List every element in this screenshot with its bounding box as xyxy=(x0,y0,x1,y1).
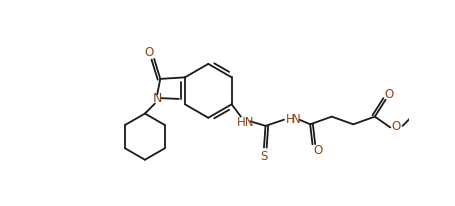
Text: O: O xyxy=(144,46,153,59)
Text: S: S xyxy=(260,149,267,162)
Text: N: N xyxy=(291,113,300,126)
Text: H: H xyxy=(285,113,294,126)
Text: N: N xyxy=(152,91,162,104)
Text: O: O xyxy=(391,120,400,133)
Text: HN: HN xyxy=(236,115,254,128)
Text: O: O xyxy=(384,88,393,101)
Text: O: O xyxy=(313,144,322,157)
